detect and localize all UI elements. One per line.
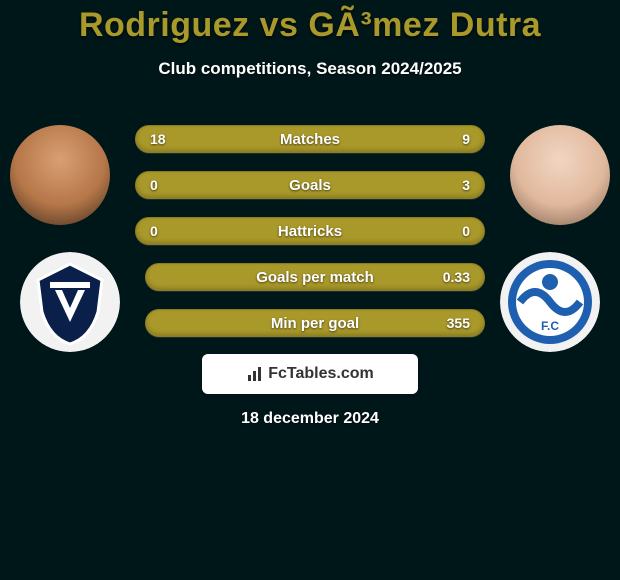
player-right-avatar xyxy=(510,125,610,225)
stat-row: 0Hattricks0 xyxy=(135,217,485,245)
player-right-face xyxy=(510,125,610,225)
stat-row: 18Matches9 xyxy=(135,125,485,153)
date-text: 18 december 2024 xyxy=(0,410,620,428)
stats-container: 18Matches9 0Goals3 0Hattricks0 Goals per ma… xyxy=(135,125,485,355)
player-left-avatar xyxy=(10,125,110,225)
page-title: Rodriguez vs GÃ³mez Dutra xyxy=(0,0,620,45)
stat-row: Min per goal355 xyxy=(145,309,485,337)
club-right-crest: F.C xyxy=(500,252,600,352)
stat-row: Goals per match0.33 xyxy=(145,263,485,291)
crest-icon xyxy=(20,252,120,352)
stat-label: Min per goal xyxy=(146,315,484,332)
svg-text:F.C: F.C xyxy=(541,319,559,333)
stat-label: Goals per match xyxy=(146,269,484,286)
comparison-card: Rodriguez vs GÃ³mez Dutra Club competiti… xyxy=(0,0,620,580)
stat-label: Hattricks xyxy=(136,223,484,240)
subtitle: Club competitions, Season 2024/2025 xyxy=(0,59,620,79)
player-left-face xyxy=(10,125,110,225)
club-left-crest xyxy=(20,252,120,352)
watermark-text: FcTables.com xyxy=(268,365,374,383)
stat-label: Matches xyxy=(136,131,484,148)
stat-row: 0Goals3 xyxy=(135,171,485,199)
chart-icon xyxy=(246,365,264,383)
crest-icon: F.C xyxy=(500,252,600,352)
watermark-badge: FcTables.com xyxy=(202,354,418,394)
stat-label: Goals xyxy=(136,177,484,194)
